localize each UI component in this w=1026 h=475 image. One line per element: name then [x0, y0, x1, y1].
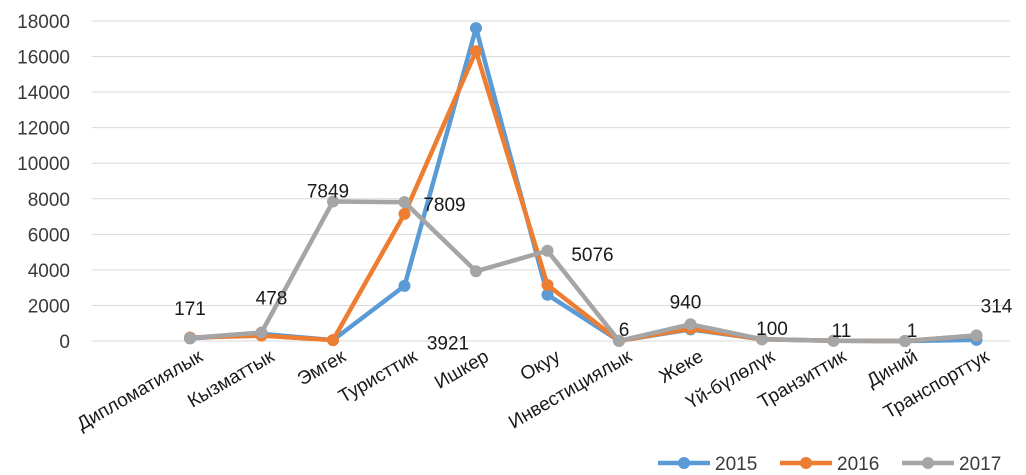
y-tick-label: 18000 — [17, 12, 70, 33]
data-point — [398, 196, 411, 209]
data-point — [184, 331, 196, 344]
data-point — [327, 334, 339, 347]
data-point — [470, 265, 482, 278]
data-point — [327, 195, 339, 208]
data-point — [541, 279, 554, 291]
data-point — [470, 22, 482, 35]
legend-item-2015: 2015 — [658, 454, 757, 475]
legend-label: 2016 — [837, 454, 879, 475]
x-category-label: Эмгек — [294, 346, 350, 390]
data-label: 7809 — [423, 195, 465, 216]
series-2016 — [184, 45, 983, 347]
data-point — [899, 334, 911, 347]
series-line — [187, 199, 979, 344]
x-category-label: Дипломатиялык — [73, 346, 207, 435]
data-point — [541, 244, 554, 257]
x-category-label: Диний — [863, 346, 921, 392]
data-point — [684, 318, 697, 331]
y-tick-label: 10000 — [17, 154, 70, 175]
legend-item-2016: 2016 — [780, 454, 879, 475]
y-tick-label: 6000 — [28, 225, 70, 246]
x-category-label: Туристтик — [335, 346, 421, 408]
legend-swatch-marker — [800, 457, 812, 469]
y-tick-label: 16000 — [17, 48, 70, 69]
data-point — [398, 279, 411, 292]
x-category-label: Инвестициялык — [505, 346, 636, 434]
data-point — [541, 288, 554, 301]
data-point — [613, 334, 625, 347]
legend-swatch-marker — [922, 457, 934, 469]
data-label: 171 — [174, 299, 206, 320]
data-label: 6 — [619, 320, 630, 341]
data-label: 1 — [907, 321, 918, 342]
data-point — [398, 207, 411, 220]
gridlines — [92, 20, 1010, 342]
data-label: 100 — [756, 319, 788, 340]
series-lines — [184, 22, 983, 347]
data-label: 314 — [981, 296, 1013, 317]
x-category-label: Окуу — [517, 346, 565, 386]
legend-label: 2017 — [959, 454, 1001, 475]
y-tick-label: 14000 — [17, 83, 70, 104]
data-point — [470, 45, 482, 58]
data-label: 3921 — [427, 333, 469, 354]
legend-item-2017: 2017 — [902, 454, 1001, 475]
y-tick-label: 2000 — [28, 296, 70, 317]
y-tick-label: 8000 — [28, 190, 70, 211]
y-tick-label: 4000 — [28, 261, 70, 282]
data-point — [756, 333, 768, 346]
data-label: 11 — [832, 321, 852, 342]
legend: 2015 2016 2017 — [658, 454, 1001, 475]
x-category-label: Жеке — [656, 346, 707, 388]
data-label: 940 — [670, 292, 702, 313]
y-tick-label: 12000 — [17, 119, 70, 140]
data-point — [827, 334, 840, 347]
data-point — [255, 326, 268, 339]
data-label: 7849 — [307, 181, 349, 202]
data-label: 5076 — [571, 245, 613, 266]
data-label: 478 — [256, 289, 288, 310]
y-axis-ticks: 0 2000 4000 6000 8000 10000 12000 14000 16000 180… — [17, 12, 70, 353]
legend-label: 2015 — [715, 454, 757, 475]
legend-swatch-marker — [678, 457, 690, 469]
y-tick-label: 0 — [59, 332, 70, 353]
series-2017 — [184, 195, 983, 347]
data-point — [970, 329, 983, 342]
